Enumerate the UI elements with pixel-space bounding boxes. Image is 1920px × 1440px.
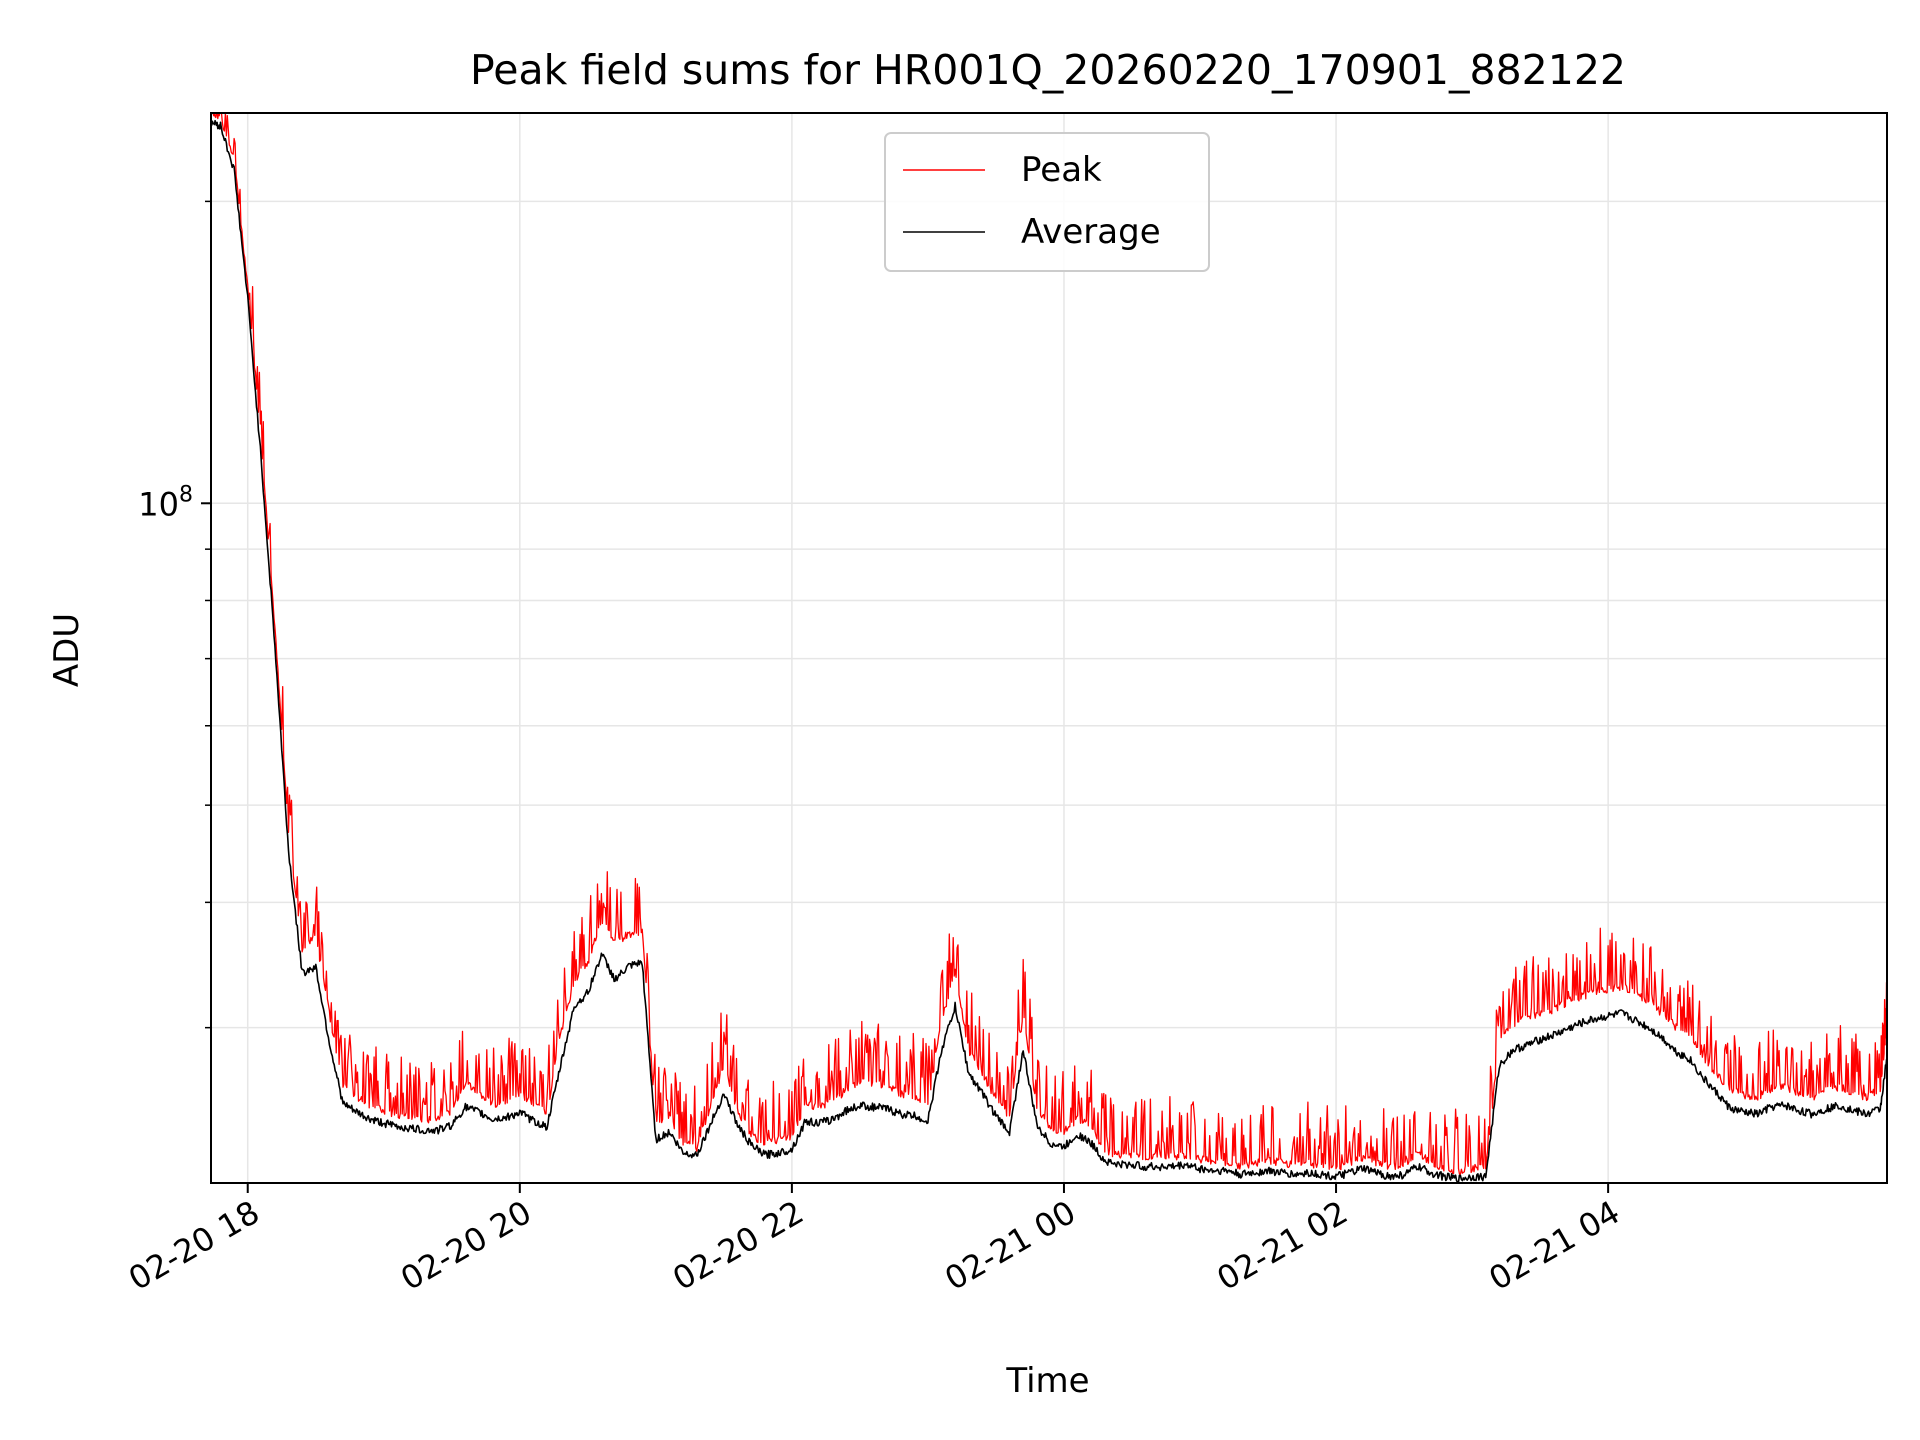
series-line-peak (210, 112, 1888, 1175)
y-tick-label: 108 (138, 482, 193, 523)
plot-frame (210, 112, 1888, 1184)
x-axis-label: Time (1005, 1361, 1089, 1401)
series-layer (210, 112, 1888, 1184)
y-tick-label-base: 10 (138, 485, 179, 523)
series-line-average (210, 118, 1888, 1184)
legend-average-label: Average (1021, 212, 1161, 252)
legend: Peak Average (884, 132, 1210, 272)
y-tick-label-exponent: 8 (179, 482, 193, 507)
legend-peak-label: Peak (1021, 150, 1102, 190)
y-axis-label: ADU (47, 613, 87, 687)
legend-box (884, 132, 1210, 272)
chart-title: Peak field sums for HR001Q_20260220_1709… (470, 46, 1626, 94)
